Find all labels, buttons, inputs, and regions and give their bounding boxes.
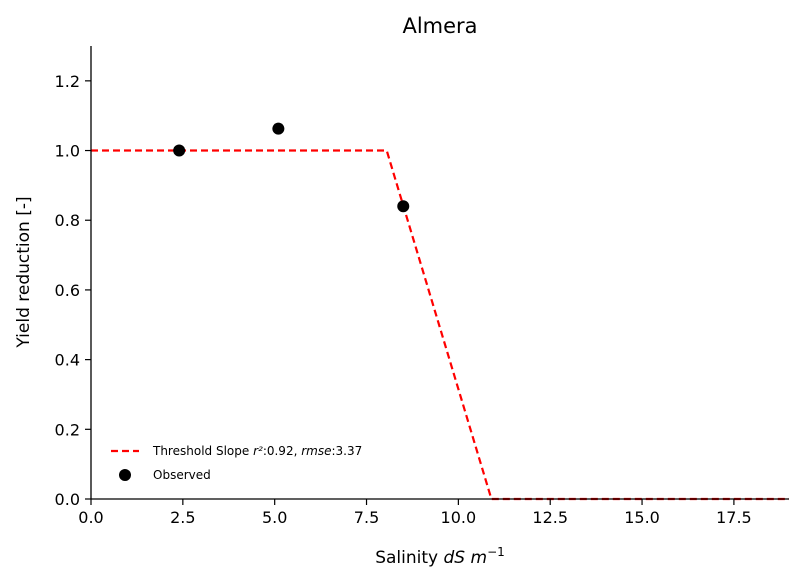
chart-title: Almera — [402, 14, 477, 38]
x-tick-label: 12.5 — [532, 508, 568, 527]
observed-point — [272, 122, 285, 135]
y-tick-label: 0.6 — [55, 281, 80, 300]
x-tick-label: 7.5 — [354, 508, 379, 527]
legend-label-threshold-slope: Threshold Slope r²:0.92, rmse:3.37 — [152, 444, 362, 458]
x-tick-label: 2.5 — [170, 508, 195, 527]
y-tick-label: 1.2 — [55, 72, 80, 91]
legend: Threshold Slope r²:0.92, rmse:3.37 Obser… — [111, 444, 362, 482]
x-tick-label: 10.0 — [441, 508, 477, 527]
x-tick-label: 5.0 — [262, 508, 287, 527]
x-tick-label: 15.0 — [624, 508, 660, 527]
observed-point — [173, 144, 186, 157]
plot-area — [91, 122, 789, 501]
x-tick-label: 0.0 — [78, 508, 103, 527]
y-axis-label: Yield reduction [-] — [14, 196, 34, 348]
x-axis-ticks: 0.0 2.5 5.0 7.5 10.0 12.5 15.0 17.5 — [78, 499, 752, 527]
y-tick-label: 0.2 — [55, 420, 80, 439]
legend-marker-observed — [119, 469, 131, 481]
y-tick-label: 0.8 — [55, 211, 80, 230]
legend-label-observed: Observed — [153, 468, 211, 482]
x-tick-label: 17.5 — [716, 508, 752, 527]
y-tick-label: 0.0 — [55, 490, 80, 509]
y-axis-ticks: 0.0 0.2 0.4 0.6 0.8 1.0 1.2 — [55, 72, 91, 509]
observed-point — [397, 200, 410, 213]
x-axis-label: Salinity dS m−1 — [375, 545, 505, 568]
y-tick-label: 1.0 — [55, 142, 80, 161]
y-tick-label: 0.4 — [55, 351, 80, 370]
